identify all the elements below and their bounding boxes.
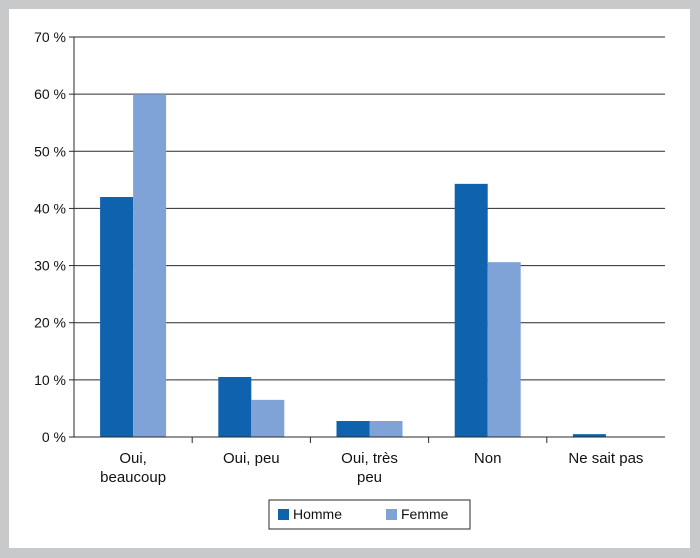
y-tick-label: 20 % xyxy=(34,315,66,331)
bar-homme-3 xyxy=(454,183,488,437)
y-tick-label: 30 % xyxy=(34,258,66,274)
x-axis-labels: Oui, beaucoup Oui, peu Oui, très peu Non Ne sa… xyxy=(100,450,643,486)
x-category-label: Oui, très xyxy=(341,450,398,467)
y-tick-label: 50 % xyxy=(34,143,66,159)
bar-femme-3 xyxy=(487,262,521,437)
gridlines xyxy=(74,36,665,381)
bar-homme-0 xyxy=(100,197,134,437)
x-category-label: peu xyxy=(357,469,382,486)
x-category-label: Oui, xyxy=(119,450,147,467)
chart-frame: 0 % 10 % 20 % 30 % 40 % 50 % 60 % 70 % Oui, beau… xyxy=(9,9,690,548)
x-category-label: Ne sait pas xyxy=(568,450,643,467)
x-category-label: Non xyxy=(474,450,502,467)
y-tick-label: 40 % xyxy=(34,200,66,216)
y-tick-label: 0 % xyxy=(42,429,66,445)
legend-label-homme: Homme xyxy=(293,506,342,522)
legend-swatch-homme xyxy=(278,509,289,520)
bar-femme-1 xyxy=(251,399,285,437)
legend-box xyxy=(268,499,471,530)
y-tick-label: 60 % xyxy=(34,86,66,102)
legend-label-femme: Femme xyxy=(401,506,449,522)
legend-swatch-femme xyxy=(386,509,397,520)
bars xyxy=(100,94,606,438)
bar-femme-0 xyxy=(133,94,167,438)
x-category-label: Oui, peu xyxy=(223,450,280,467)
bar-femme-2 xyxy=(369,421,403,437)
bar-chart: 0 % 10 % 20 % 30 % 40 % 50 % 60 % 70 % Oui, beau… xyxy=(34,29,665,530)
y-tick-label: 70 % xyxy=(34,29,66,45)
y-axis-ticks: 0 % 10 % 20 % 30 % 40 % 50 % 60 % 70 % xyxy=(34,29,74,445)
bar-homme-4 xyxy=(572,434,606,437)
axes xyxy=(73,37,665,443)
bar-homme-2 xyxy=(336,421,370,437)
y-tick-label: 10 % xyxy=(34,372,66,388)
x-category-label: beaucoup xyxy=(100,469,166,486)
bar-homme-1 xyxy=(218,377,252,437)
legend: Homme Femme xyxy=(268,499,471,530)
